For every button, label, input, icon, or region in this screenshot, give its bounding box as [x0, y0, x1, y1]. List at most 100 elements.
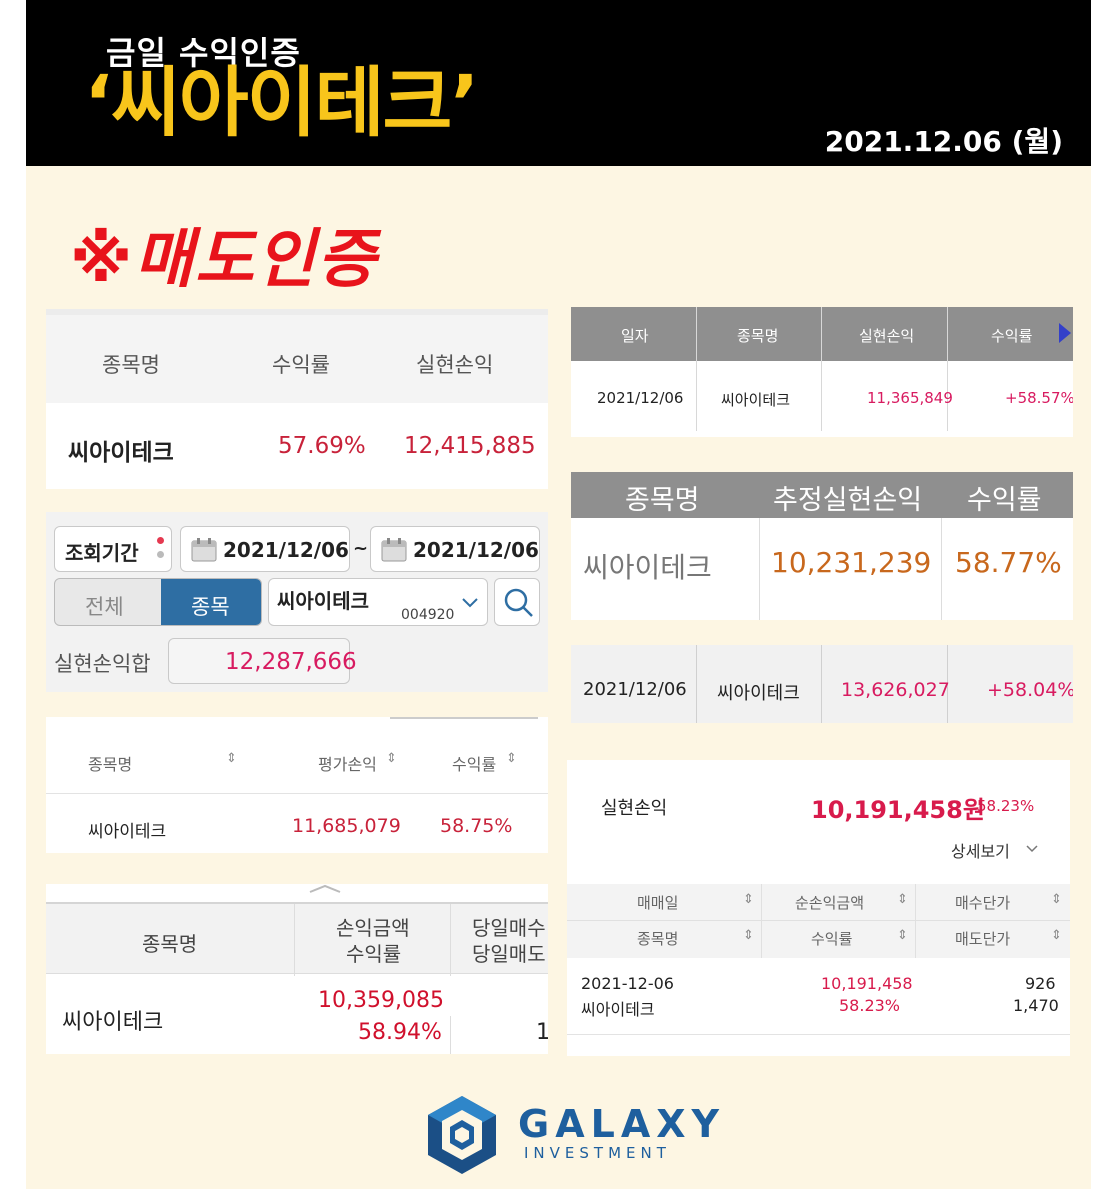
galaxy-logo: GALAXY INVESTMENT	[424, 1094, 719, 1176]
sum-value-box: 12,287,666	[168, 638, 357, 684]
sort-icon[interactable]: ⇕	[743, 892, 754, 907]
divider	[567, 920, 1070, 921]
search-icon	[504, 588, 533, 617]
tab-group: 전체 종목	[54, 578, 262, 626]
profit-rate: 58.75%	[440, 815, 513, 837]
sum-label: 실현손익합	[54, 652, 151, 676]
realized-label: 실현손익	[601, 798, 668, 819]
realized-profit: 12,415,885	[404, 433, 536, 459]
profit-rate: +58.57%	[1005, 389, 1073, 407]
realized-rate: 58.23%	[977, 797, 1035, 815]
profit-amount: 10,359,085	[318, 988, 444, 1013]
chevron-down-icon	[462, 598, 478, 608]
logo-sub: INVESTMENT	[524, 1144, 671, 1162]
col-profit: 추정실현손익	[773, 485, 923, 516]
divider	[821, 645, 822, 723]
divider	[450, 1016, 451, 1054]
trade-date: 2021/12/06	[583, 679, 687, 700]
period-query-panel: 조회기간 2021/12/06 ~ 2021/12/06 전체 종목 씨아이테크…	[46, 512, 548, 692]
stock-name: 씨아이테크	[721, 391, 791, 409]
divider	[947, 307, 948, 431]
stock-name: 씨아이테크	[62, 1010, 164, 1035]
col-rate: 수익률	[967, 485, 1042, 516]
profit-rate: 57.69%	[278, 433, 366, 459]
col-profit: 손익금액	[336, 916, 410, 940]
date-range-separator: ~	[353, 538, 369, 559]
estimated-profit: 10,231,239	[771, 546, 932, 579]
calendar-icon	[191, 538, 217, 562]
col-rate: 수익률	[811, 930, 853, 948]
divider	[947, 645, 948, 723]
date-from: 2021/12/06	[223, 538, 349, 562]
col-date: 일자	[621, 327, 649, 345]
col-rate: 수익률	[991, 327, 1033, 345]
sort-icon[interactable]: ⇕	[743, 928, 754, 943]
profit-rate: +58.04%	[987, 679, 1073, 701]
col-trade-date: 매매일	[637, 894, 679, 912]
col-profit: 평가손익	[318, 755, 377, 774]
galaxy-cube-icon	[428, 1096, 496, 1174]
profit-rate: 58.23%	[839, 996, 901, 1015]
date-from-field[interactable]: 2021/12/06	[180, 526, 350, 572]
eval-profit: 11,685,079	[292, 815, 401, 837]
col-name: 종목명	[737, 327, 779, 345]
col-name: 종목명	[102, 353, 160, 377]
detail-link[interactable]: 상세보기	[951, 842, 1010, 861]
table-header: 종목명 손익금액 수익률 당일매수 당일매도	[46, 902, 548, 976]
divider	[696, 307, 697, 431]
date-to-field[interactable]: 2021/12/06	[370, 526, 540, 572]
stock-select[interactable]: 씨아이테크 004920	[268, 578, 488, 626]
tab-stock[interactable]: 종목	[161, 579, 261, 625]
divider	[294, 904, 295, 976]
chevron-up-icon[interactable]	[308, 884, 342, 894]
sort-icon[interactable]: ⇕	[897, 892, 908, 907]
col-sell-price: 매도단가	[955, 930, 1011, 948]
col-name: 종목명	[88, 755, 133, 774]
col-profit: 실현손익	[416, 353, 494, 377]
table-header: 종목명 수익률 실현손익	[46, 309, 548, 403]
search-button[interactable]	[494, 578, 540, 626]
stock-name: 씨아이테크	[88, 822, 167, 842]
sort-icon[interactable]: ⇕	[386, 751, 397, 766]
divider	[696, 645, 697, 723]
col-net-profit: 순손익금액	[795, 894, 865, 912]
realized-profit: 13,626,027	[841, 679, 950, 701]
stock-name: 씨아이테크	[717, 683, 800, 704]
sell-price: 1,470	[1013, 996, 1059, 1015]
divider	[567, 1034, 1070, 1035]
period-label-box: 조회기간	[54, 526, 172, 572]
profit-panel-4: 종목명 추정실현손익 수익률 씨아이테크 10,231,239 58.77%	[571, 472, 1073, 620]
stock-name: 씨아이테크	[68, 440, 174, 466]
profit-panel-1: 종목명 수익률 실현손익 씨아이테크 57.69% 12,415,885	[46, 309, 548, 489]
col-rate: 수익률	[346, 942, 402, 966]
divider	[941, 518, 942, 620]
net-profit: 10,191,458	[821, 974, 913, 993]
col-stock-name: 종목명	[637, 930, 679, 948]
sort-icon[interactable]: ⇕	[1051, 892, 1062, 907]
sum-value: 12,287,666	[225, 649, 357, 675]
date-to: 2021/12/06	[413, 538, 539, 562]
profit-panel-2: 일자 종목명 실현손익 수익률 2021/12/06 씨아이테크 11,365,…	[571, 307, 1073, 437]
stock-code: 004920	[401, 607, 455, 623]
stock-name: 씨아이테크	[581, 1000, 655, 1019]
sort-icon[interactable]: ⇕	[897, 928, 908, 943]
tab-all[interactable]: 전체	[85, 595, 124, 619]
page-frame: 금일 수익인증 ‘씨아이테크’ 2021.12.06 (월) ※매도인증 종목명…	[26, 0, 1091, 1189]
dot-icon	[157, 551, 164, 558]
sort-icon[interactable]: ⇕	[506, 751, 517, 766]
stock-name: 씨아이테크	[583, 551, 712, 584]
sort-icon[interactable]: ⇕	[1051, 928, 1062, 943]
tab-stock-label: 종목	[191, 595, 230, 619]
profit-panel-6: 종목명 ⇕ 평가손익 ⇕ 수익률 ⇕ 씨아이테크 11,685,079 58.7…	[46, 717, 548, 853]
scroll-right-icon[interactable]	[1059, 323, 1071, 343]
divider	[759, 518, 760, 620]
divider	[821, 307, 822, 431]
col-today-sell: 당일매도	[472, 942, 546, 966]
col-buy-price: 매수단가	[955, 894, 1011, 912]
dot-icon	[157, 537, 164, 544]
calendar-icon	[381, 538, 407, 562]
chevron-down-icon[interactable]	[1025, 844, 1039, 854]
realized-profit: 11,365,849	[867, 389, 953, 407]
sort-icon[interactable]: ⇕	[226, 751, 237, 766]
header-subtitle: 금일 수익인증	[106, 34, 301, 72]
